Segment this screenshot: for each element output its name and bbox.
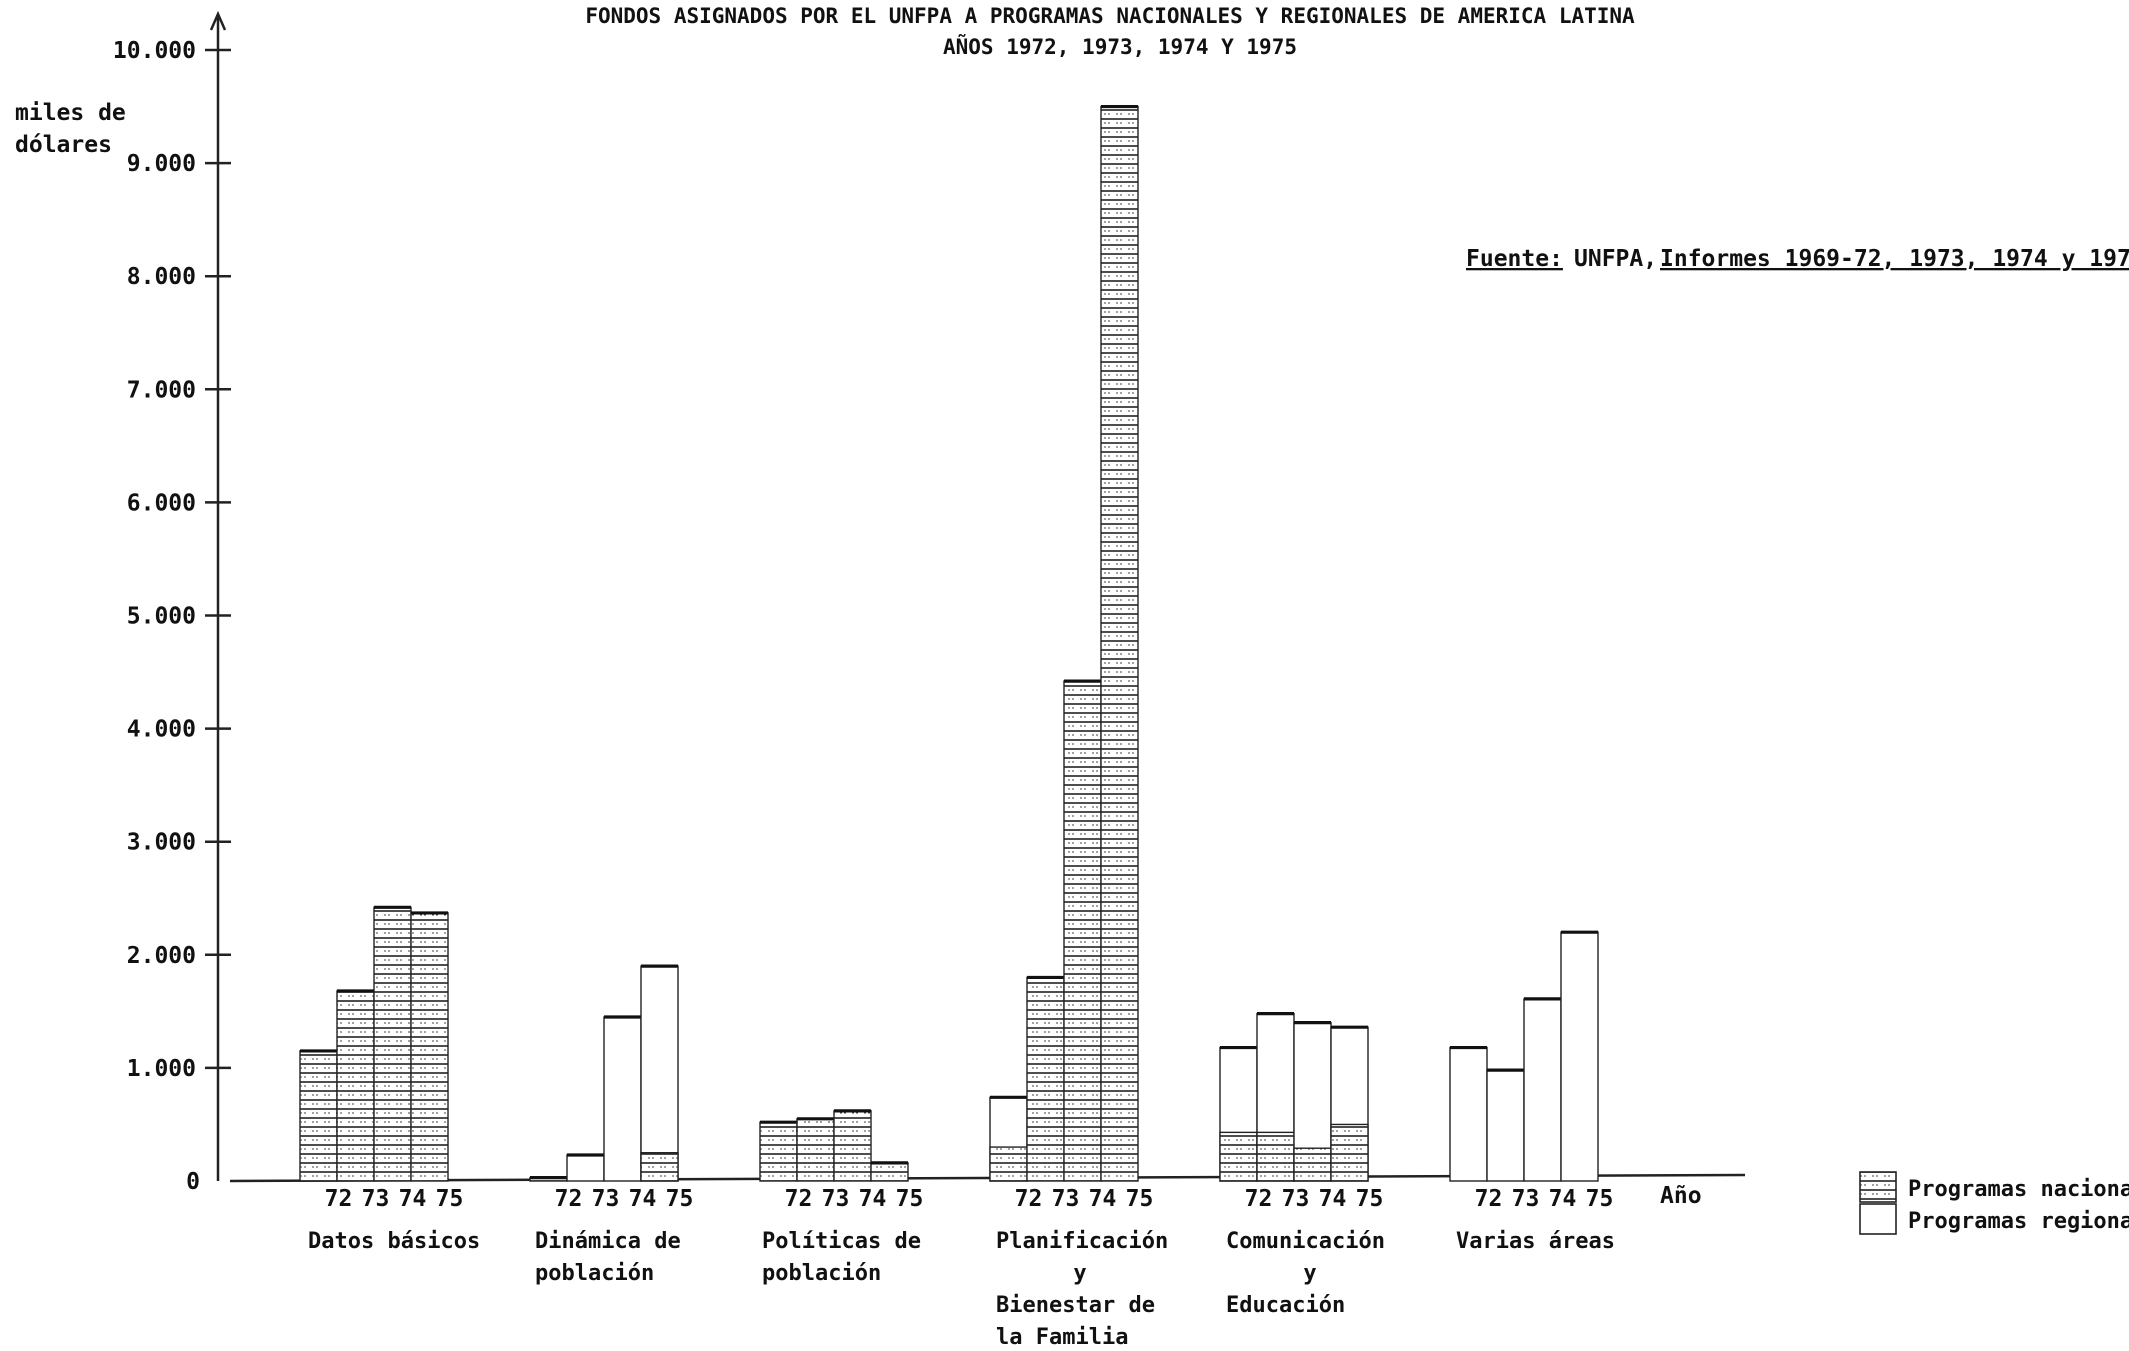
y-axis-arrow — [209, 10, 227, 31]
bar-nacional — [1256, 1131, 1295, 1182]
category-label: Políticas de — [762, 1229, 921, 1254]
y-axis-label-line-1: miles de — [15, 100, 126, 126]
bar-nacional — [336, 990, 375, 1182]
category-label: Comunicación — [1226, 1229, 1385, 1254]
bar-nacional — [410, 912, 449, 1182]
bar-nacional — [1063, 680, 1102, 1182]
bar-nacional — [1219, 1131, 1258, 1182]
category-label: y — [1073, 1261, 1086, 1286]
axes: 0 1.000 2.000 3.000 4.000 5.000 6.000 7.000 8.00… — [113, 10, 1746, 1195]
year-tick-label: 74 — [859, 1186, 887, 1212]
y-tick-label: 8.000 — [127, 264, 196, 290]
category-label: y — [1303, 1261, 1316, 1286]
bar-nacional — [1293, 1147, 1332, 1182]
year-tick-label: 75 — [1356, 1186, 1384, 1212]
legend-swatch — [1859, 1203, 1897, 1235]
y-tick-label: 10.000 — [113, 38, 196, 64]
bar-regional — [1449, 1046, 1488, 1182]
legend-label: Programas nacional — [1908, 1177, 2129, 1202]
year-tick-label: 72 — [555, 1186, 583, 1212]
x-labels: 72 73 74 75 Datos básicos 72 73 74 75 Dinámica de… — [308, 1186, 1615, 1350]
category-label: Bienestar de — [996, 1293, 1155, 1318]
bar-nacional — [989, 1146, 1028, 1182]
legend-label: Programas regional — [1908, 1209, 2129, 1234]
legend-swatch — [1859, 1171, 1897, 1203]
y-axis-label-line-2: dólares — [15, 132, 112, 158]
y-tick-label: 2.000 — [127, 943, 196, 969]
category-label: población — [535, 1261, 654, 1286]
bar-nacional — [299, 1050, 338, 1182]
y-tick-label: 6.000 — [127, 490, 196, 516]
y-tick-label: 9.000 — [127, 151, 196, 177]
source-org: UNFPA, — [1574, 246, 1657, 272]
year-tick-label: 75 — [896, 1186, 924, 1212]
bar-nacional — [870, 1162, 909, 1182]
bar-regional — [1486, 1069, 1525, 1182]
bar-regional — [603, 1016, 642, 1182]
category-label: Varias áreas — [1456, 1229, 1615, 1254]
year-tick-label: 73 — [822, 1186, 850, 1212]
chart-subtitle: AÑOS 1972, 1973, 1974 Y 1975 — [943, 34, 1297, 59]
category-label: la Familia — [996, 1325, 1128, 1350]
source-reference: Informes 1969-72, 1973, 1974 y 1975 — [1660, 246, 2129, 272]
year-tick-label: 72 — [1245, 1186, 1273, 1212]
year-tick-label: 72 — [325, 1186, 353, 1212]
bars — [299, 104, 1599, 1182]
year-tick-label: 73 — [1052, 1186, 1080, 1212]
legend: Programas nacional Programas regional — [1859, 1171, 2129, 1235]
year-tick-label: 72 — [1475, 1186, 1503, 1212]
year-tick-label: 75 — [1586, 1186, 1614, 1212]
bar-nacional — [833, 1110, 872, 1182]
year-tick-label: 74 — [629, 1186, 657, 1212]
y-tick-label: 1.000 — [127, 1056, 196, 1082]
x-axis-label: Año — [1660, 1183, 1702, 1209]
bar-nacional — [796, 1118, 835, 1182]
year-tick-label: 75 — [666, 1186, 694, 1212]
year-tick-label: 72 — [785, 1186, 813, 1212]
category-label: Planificación — [996, 1229, 1168, 1254]
y-tick-label: 7.000 — [127, 377, 196, 403]
bar-regional — [1560, 931, 1599, 1182]
y-tick-label: 5.000 — [127, 604, 196, 630]
y-tick-label: 3.000 — [127, 830, 196, 856]
chart-title: FONDOS ASIGNADOS POR EL UNFPA A PROGRAMA… — [585, 4, 1635, 28]
y-tick-label: 4.000 — [127, 717, 196, 743]
bar-nacional — [373, 906, 412, 1182]
category-label: población — [762, 1261, 881, 1286]
bar-nacional — [1100, 105, 1139, 1182]
category-label: Dinámica de — [535, 1229, 681, 1254]
bar-nacional — [1330, 1123, 1369, 1182]
year-tick-label: 74 — [1319, 1186, 1347, 1212]
category-label: Educación — [1226, 1293, 1345, 1318]
year-tick-label: 73 — [1512, 1186, 1540, 1212]
year-tick-label: 74 — [1549, 1186, 1577, 1212]
bar-nacional — [640, 1152, 679, 1182]
source-label: Fuente: — [1466, 246, 1563, 272]
bar-regional — [640, 965, 679, 1182]
year-tick-label: 74 — [399, 1186, 427, 1212]
y-tick-label: 0 — [186, 1169, 200, 1195]
category-label: Datos básicos — [308, 1229, 480, 1254]
bar-regional — [566, 1154, 605, 1182]
year-tick-label: 75 — [1126, 1186, 1154, 1212]
year-tick-label: 75 — [436, 1186, 464, 1212]
bar-regional — [1523, 998, 1562, 1182]
bar-nacional — [1026, 976, 1065, 1182]
year-tick-label: 73 — [362, 1186, 390, 1212]
year-tick-label: 73 — [1282, 1186, 1310, 1212]
year-tick-label: 74 — [1089, 1186, 1117, 1212]
year-tick-label: 73 — [592, 1186, 620, 1212]
year-tick-label: 72 — [1015, 1186, 1043, 1212]
bar-nacional — [759, 1121, 798, 1182]
